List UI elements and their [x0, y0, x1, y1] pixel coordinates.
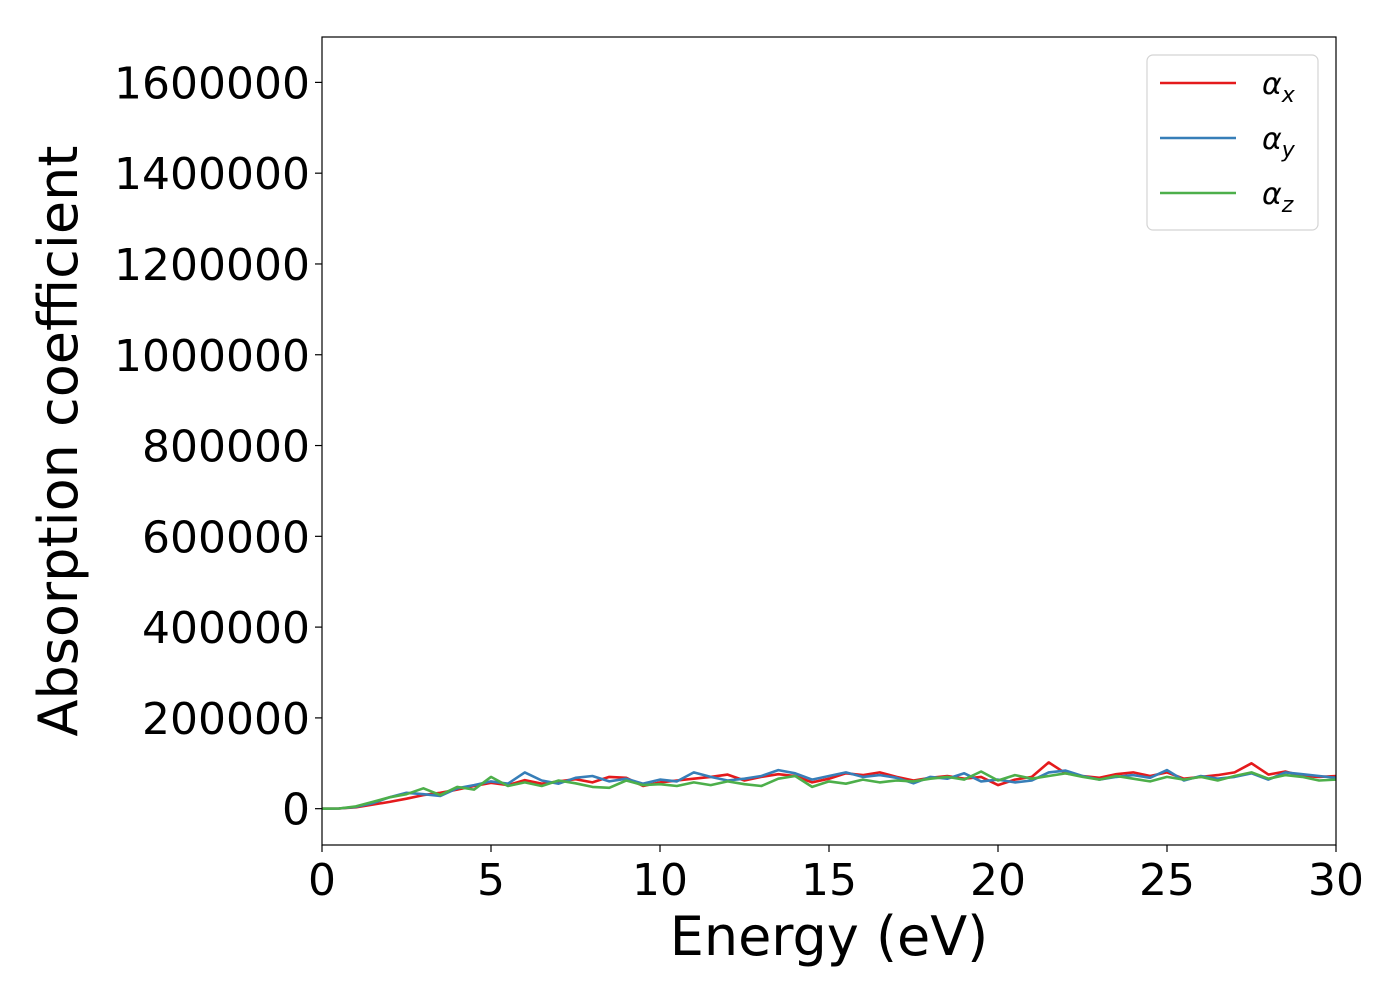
- y-tick-label: 600000: [142, 512, 310, 563]
- x-tick-label: 20: [970, 855, 1026, 906]
- y-tick-label: 800000: [142, 422, 310, 473]
- x-axis-ticks: 0 5 10 15 20 25 30: [308, 845, 1364, 906]
- series-line-alpha-x: [322, 761, 1336, 810]
- series-line-alpha-z: [322, 770, 1336, 810]
- y-tick-label: 200000: [142, 694, 310, 745]
- x-tick-label: 5: [477, 855, 505, 906]
- x-tick-label: 10: [632, 855, 688, 906]
- y-tick-label: 1200000: [114, 240, 310, 291]
- x-tick-label: 25: [1139, 855, 1195, 906]
- legend-label-subscript: z: [1281, 193, 1294, 218]
- y-axis-label: Absorption coefficient: [27, 146, 90, 737]
- y-tick-label: 0: [282, 785, 310, 836]
- y-tick-label: 1000000: [114, 331, 310, 382]
- legend-label-alpha-z: αz: [1262, 177, 1294, 218]
- legend-box: [1146, 54, 1319, 231]
- series-line-alpha-y: [322, 768, 1336, 810]
- legend-label-subscript: y: [1281, 138, 1296, 163]
- legend-label-alpha-y: αy: [1262, 122, 1296, 163]
- x-tick-label: 30: [1308, 855, 1364, 906]
- y-axis-ticks: 0 200000 400000 600000 800000 1000000 1200000 1…: [114, 58, 322, 836]
- x-tick-label: 15: [801, 855, 857, 906]
- legend-label-subscript: x: [1281, 83, 1296, 108]
- legend-label-alpha-x: αx: [1262, 67, 1296, 108]
- legend-label-base: α: [1262, 122, 1282, 157]
- y-tick-label: 400000: [142, 603, 310, 654]
- legend-label-base: α: [1262, 67, 1282, 102]
- y-tick-label: 1400000: [114, 149, 310, 200]
- plot-area: [322, 761, 1336, 810]
- x-tick-label: 0: [308, 855, 336, 906]
- legend-label-base: α: [1262, 177, 1282, 212]
- x-axis-label: Energy (eV): [670, 905, 989, 968]
- y-tick-label: 1600000: [114, 58, 310, 109]
